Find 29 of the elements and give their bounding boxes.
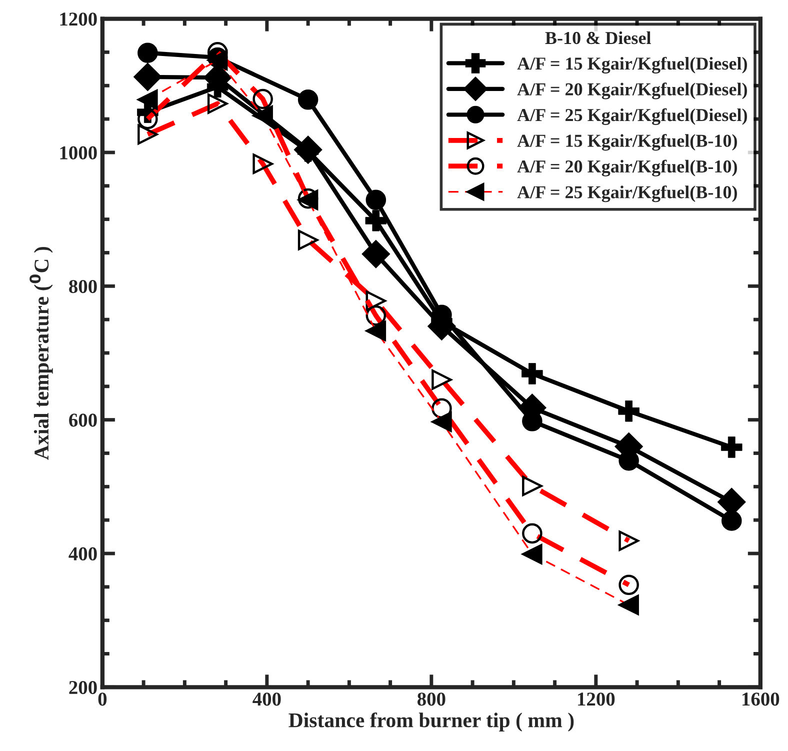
y-tick-label: 600: [69, 414, 97, 427]
x-tick-label: 1600: [742, 692, 780, 706]
legend-label: A/F = 15 Kgair/Kgfuel(Diesel): [517, 56, 747, 74]
point: [618, 400, 640, 422]
point: [362, 240, 390, 268]
point: [134, 63, 162, 91]
point: [294, 136, 322, 164]
y-tick-label: 1200: [60, 12, 97, 26]
legend-title: B-10 & Diesel: [545, 31, 651, 44]
x-tick-label: 800: [417, 692, 446, 706]
legend-label: A/F = 25 Kgair/Kgfuel(Diesel): [517, 108, 747, 125]
y-tick-label: 200: [69, 680, 97, 694]
legend-label: A/F = 20 Kgair/Kgfuel(Diesel): [517, 82, 747, 100]
point: [721, 510, 742, 531]
y-tick-label: 800: [69, 280, 97, 294]
point: [721, 436, 742, 458]
point: [138, 42, 158, 63]
legend-label: A/F = 15 Kgair/Kgfuel(B-10): [517, 134, 737, 151]
y-tick-label: 1000: [60, 146, 97, 160]
legend-label: A/F = 20 Kgair/Kgfuel(B-10): [517, 160, 737, 176]
x-tick-label: 1200: [578, 692, 615, 706]
point: [366, 190, 386, 210]
legend-label: A/F = 25 Kgair/Kgfuel(B-10): [517, 185, 737, 202]
y-axis-title: Axial temperature ($^{0}$C ): [30, 247, 53, 460]
x-axis-title: Distance from burner tip ( mm ): [288, 712, 574, 732]
x-tick-label: 400: [252, 692, 281, 706]
y-tick-label: 400: [68, 547, 97, 560]
point: [298, 90, 318, 110]
x-tick-label: 0: [98, 692, 107, 706]
